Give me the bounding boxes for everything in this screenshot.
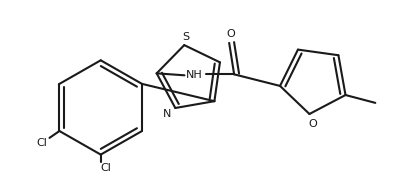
Text: Cl: Cl <box>100 163 111 173</box>
Text: O: O <box>308 119 317 129</box>
Text: N: N <box>163 109 171 119</box>
Text: S: S <box>183 32 190 42</box>
Text: Cl: Cl <box>36 138 47 148</box>
Text: O: O <box>227 29 236 39</box>
Text: NH: NH <box>186 70 203 80</box>
